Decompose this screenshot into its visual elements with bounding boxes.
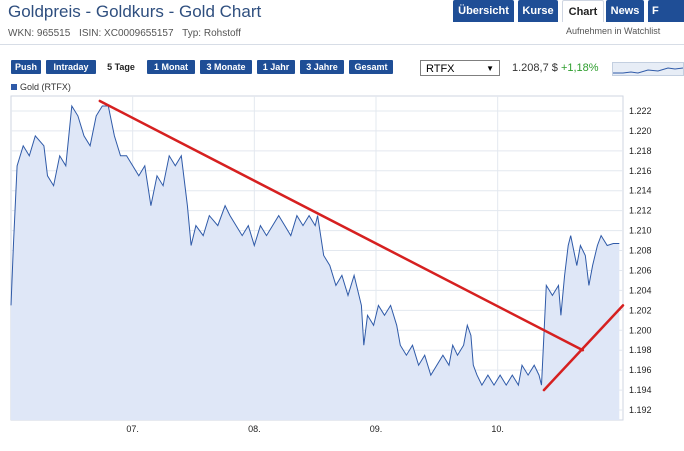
- range-1-monat-button[interactable]: 1 Monat: [147, 60, 195, 74]
- tab-uebersicht[interactable]: Übersicht: [453, 0, 514, 22]
- y-tick-label: 1.192: [629, 405, 652, 415]
- price-area: [11, 106, 620, 420]
- y-tick-label: 1.196: [629, 365, 652, 375]
- exchange-select[interactable]: RTFX ▼: [420, 60, 500, 76]
- y-tick-label: 1.210: [629, 226, 652, 236]
- y-tick-label: 1.212: [629, 206, 652, 216]
- y-tick-label: 1.208: [629, 246, 652, 256]
- x-tick-label: 10.: [491, 424, 504, 434]
- trendline: [98, 99, 585, 352]
- x-tick-label: 09.: [370, 424, 383, 434]
- quote-change: +1,18%: [560, 62, 599, 74]
- y-tick-label: 1.200: [629, 325, 652, 335]
- tab-more[interactable]: F: [648, 0, 684, 22]
- y-tick-label: 1.214: [629, 186, 652, 196]
- range-5-tage-button[interactable]: 5 Tage: [107, 62, 135, 72]
- instrument-meta: WKN: 965515 ISIN: XC0009655157 Typ: Rohs…: [8, 28, 247, 39]
- range-gesamt-button[interactable]: Gesamt: [349, 60, 393, 74]
- isin-label: ISIN: XC0009655157: [79, 28, 174, 39]
- y-tick-label: 1.202: [629, 305, 652, 315]
- range-1-jahr-button[interactable]: 1 Jahr: [257, 60, 295, 74]
- range-push-button[interactable]: Push: [11, 60, 41, 74]
- tab-news[interactable]: News: [606, 0, 644, 22]
- price-chart[interactable]: 1.192 1.194 1.196 1.198 1.200 1.202 1.204 1.206…: [0, 90, 684, 451]
- y-tick-label: 1.204: [629, 285, 652, 295]
- y-tick-label: 1.194: [629, 385, 652, 395]
- tab-chart[interactable]: Chart: [562, 0, 604, 22]
- x-tick-label: 08.: [248, 424, 261, 434]
- y-tick-label: 1.206: [629, 265, 652, 275]
- range-3-jahre-button[interactable]: 3 Jahre: [300, 60, 344, 74]
- legend-swatch: [11, 84, 17, 90]
- chart-legend: Gold (RTFX): [11, 82, 71, 92]
- y-axis: 1.192 1.194 1.196 1.198 1.200 1.202 1.204 1.206…: [629, 106, 652, 415]
- page-title: Goldpreis - Goldkurs - Gold Chart: [8, 2, 262, 21]
- quote-display: 1.208,7 $ +1,18%: [512, 62, 599, 74]
- y-tick-label: 1.198: [629, 345, 652, 355]
- header-divider: [0, 44, 684, 45]
- quote-price: 1.208,7 $: [512, 62, 558, 74]
- exchange-select-value: RTFX: [426, 63, 455, 75]
- wkn-label: WKN: 965515: [8, 28, 71, 39]
- sparkline-icon: [613, 67, 683, 74]
- y-tick-label: 1.216: [629, 166, 652, 176]
- trendline: [542, 304, 625, 392]
- y-tick-label: 1.220: [629, 126, 652, 136]
- trendline-annotations: [98, 99, 625, 392]
- type-label: Typ: Rohstoff: [182, 28, 241, 39]
- add-to-watchlist-link[interactable]: Aufnehmen in Watchlist: [566, 26, 661, 36]
- tab-kurse[interactable]: Kurse: [518, 0, 558, 22]
- range-intraday-button[interactable]: Intraday: [46, 60, 96, 74]
- sparkline-thumbnail[interactable]: [612, 62, 684, 76]
- price-line: [10, 104, 620, 387]
- x-tick-label: 07.: [126, 424, 139, 434]
- legend-label: Gold (RTFX): [20, 82, 71, 92]
- y-tick-label: 1.222: [629, 106, 652, 116]
- y-tick-label: 1.218: [629, 146, 652, 156]
- range-3-monate-button[interactable]: 3 Monate: [200, 60, 252, 74]
- chevron-down-icon: ▼: [486, 64, 494, 73]
- x-axis: 07. 08. 09. 10.: [126, 424, 504, 434]
